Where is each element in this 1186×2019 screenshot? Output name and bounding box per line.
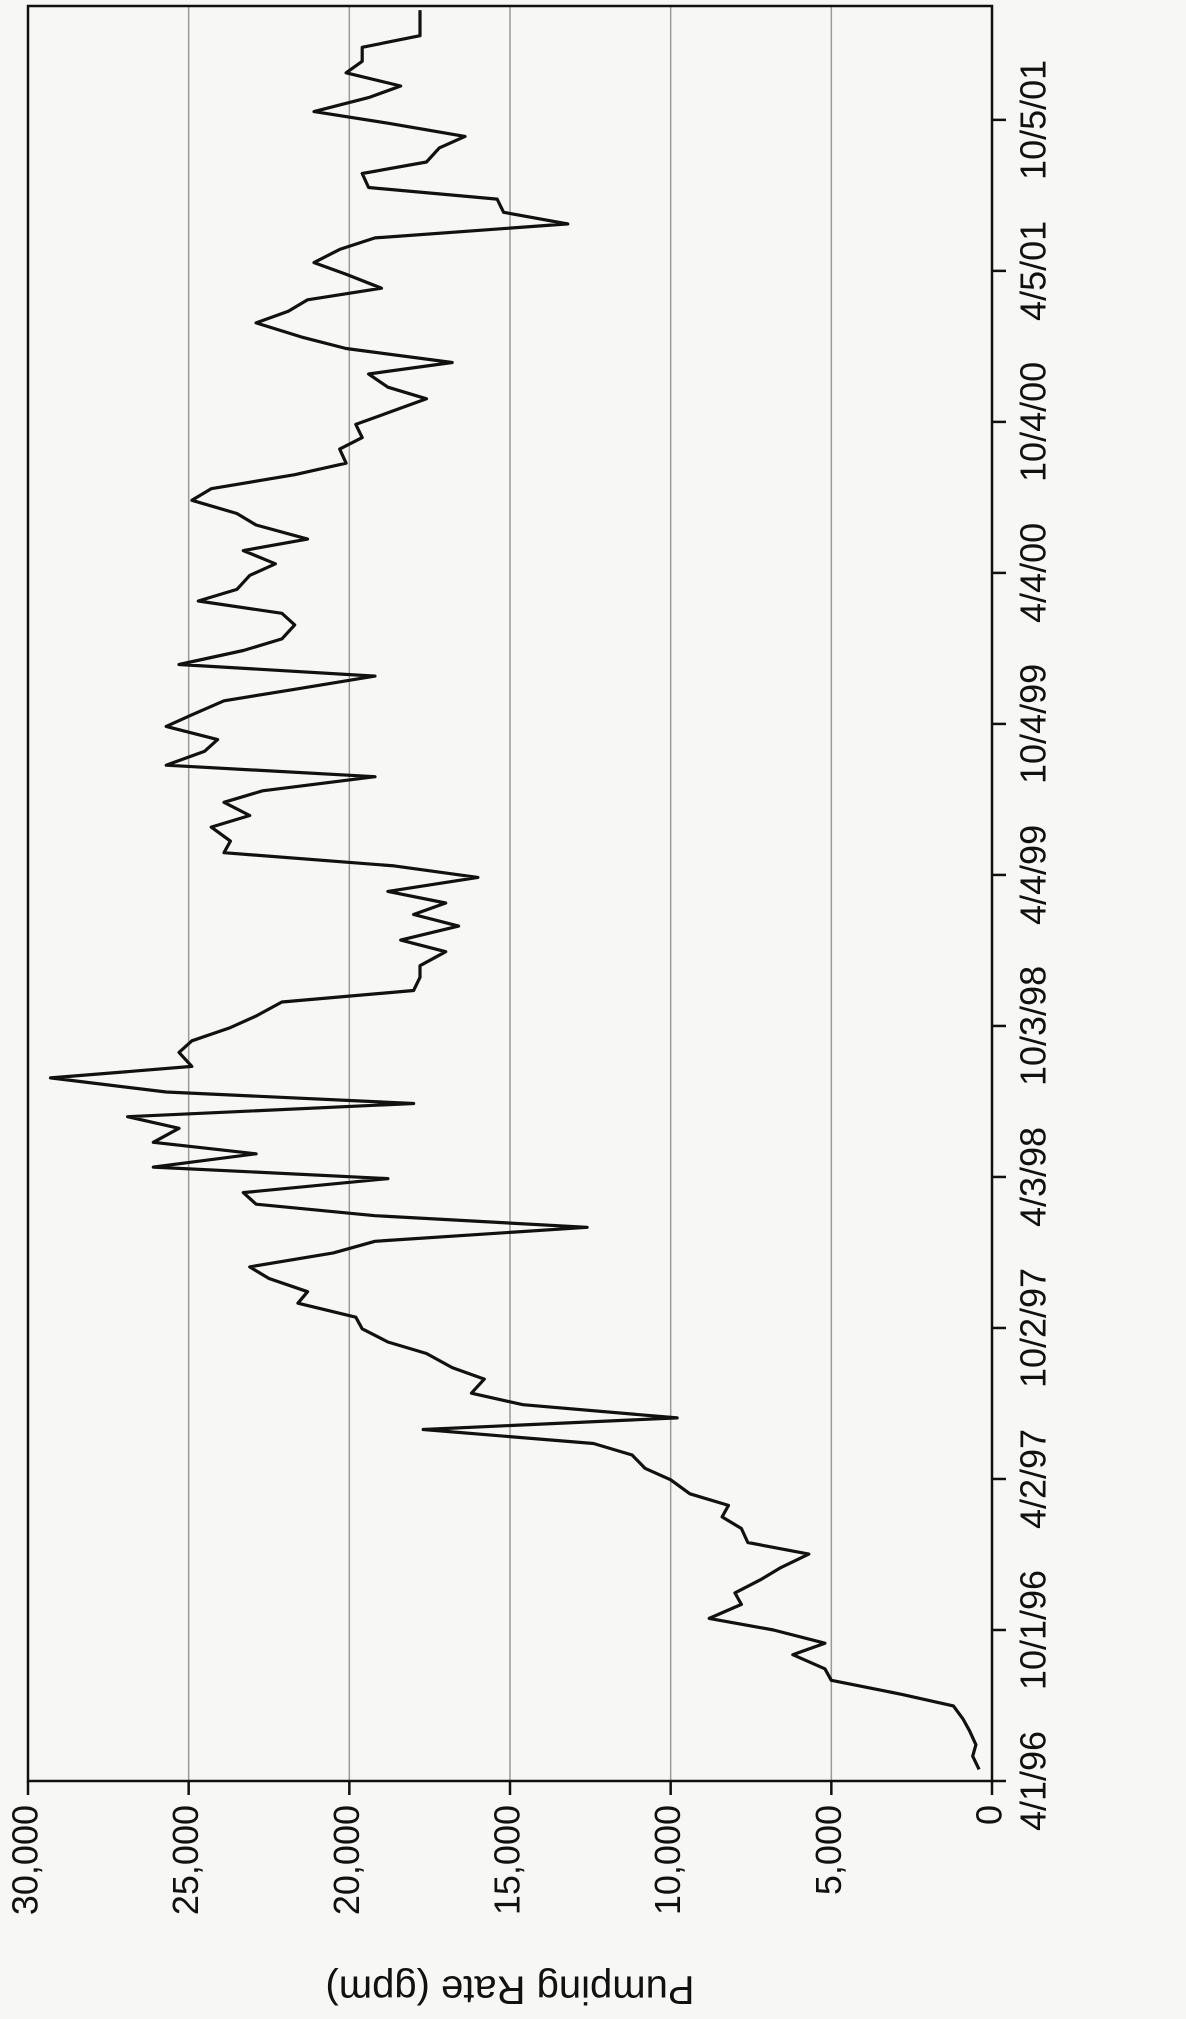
x-tick-label: 4/3/98 xyxy=(1013,1127,1054,1227)
data-line xyxy=(48,10,981,1771)
x-tick-label: 10/5/01 xyxy=(1013,60,1054,180)
rotated-frame: Pumping Rate (gpm) 0 5,000 10,000 15,000 20,… xyxy=(5,4,1054,2011)
x-tick-label: 10/3/98 xyxy=(1013,966,1054,1086)
x-tick-label: 10/4/00 xyxy=(1013,362,1054,482)
y-axis-label: Pumping Rate (gpm) xyxy=(325,1967,694,2011)
y-tick-label: 5,000 xyxy=(808,1805,849,1895)
x-tick-label: 10/2/97 xyxy=(1013,1268,1054,1388)
y-tick-label: 20,000 xyxy=(326,1805,367,1915)
x-tick-label: 10/1/96 xyxy=(1013,1570,1054,1690)
y-tick-label: 15,000 xyxy=(487,1805,528,1915)
x-tick-label: 4/4/00 xyxy=(1013,523,1054,623)
x-tick-label: 4/4/99 xyxy=(1013,825,1054,925)
x-tick-label: 4/2/97 xyxy=(1013,1429,1054,1529)
plot-border xyxy=(26,4,994,1783)
y-tick-label: 25,000 xyxy=(165,1805,206,1915)
x-tick-label: 10/4/99 xyxy=(1013,664,1054,784)
y-tick-label: 0 xyxy=(969,1805,1010,1825)
x-tick-label: 4/1/96 xyxy=(1013,1731,1054,1831)
y-tick-label: 30,000 xyxy=(5,1805,46,1915)
x-tick-label: 4/5/01 xyxy=(1013,221,1054,321)
y-tick-label: 10,000 xyxy=(647,1805,688,1915)
